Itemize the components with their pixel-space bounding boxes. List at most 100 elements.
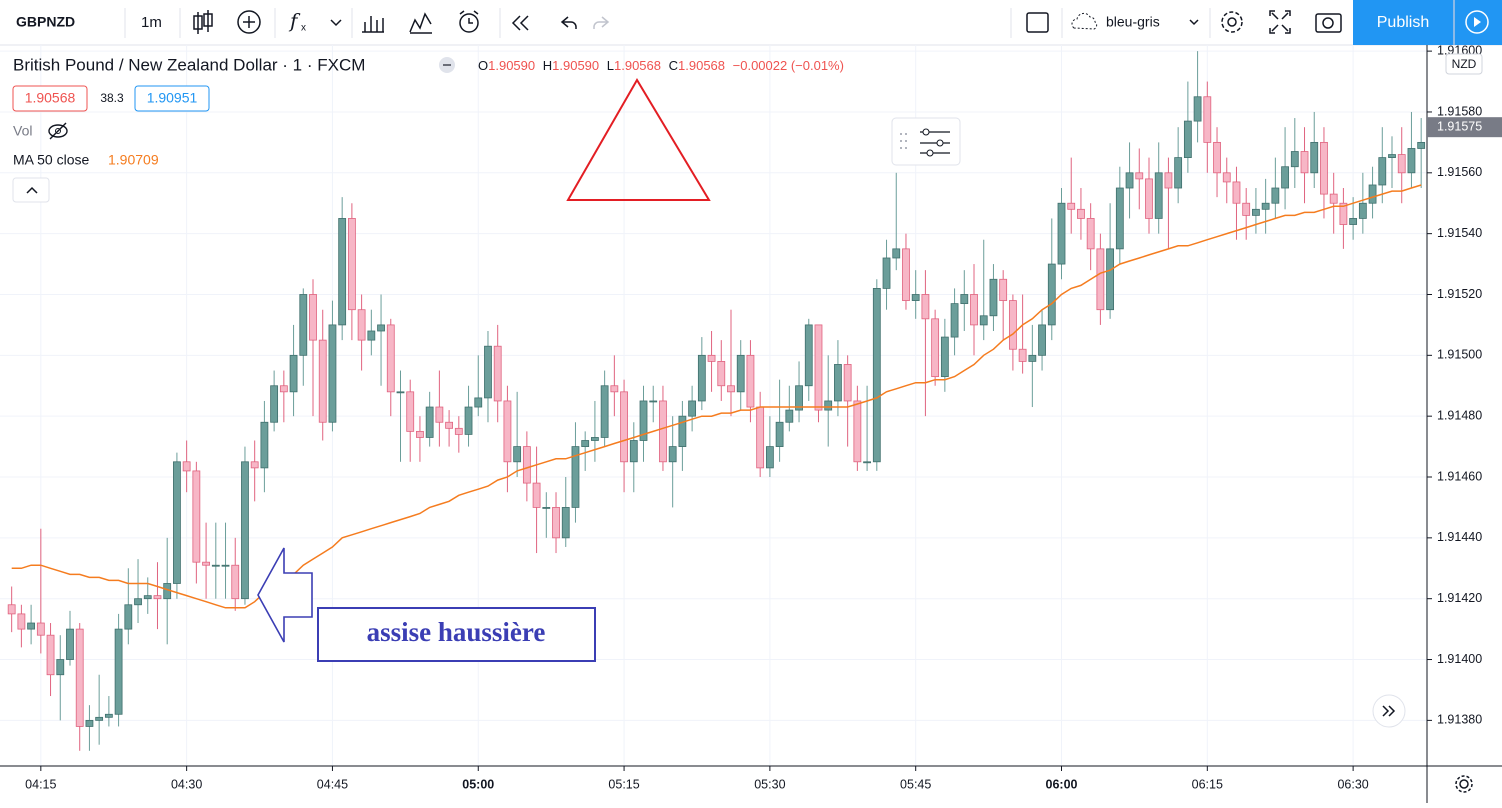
candle-body <box>727 385 735 393</box>
x-tick-label: 06:15 <box>1192 777 1223 791</box>
undo-button[interactable] <box>560 16 577 29</box>
candle-body <box>843 364 852 402</box>
candle-body <box>668 446 677 463</box>
candle-body <box>591 437 599 441</box>
y-tick-label: 1.91460 <box>1437 469 1482 483</box>
publish-label[interactable]: Publish <box>1377 14 1429 31</box>
candle-body <box>1388 154 1396 158</box>
compare-button[interactable] <box>237 10 261 34</box>
candle-body <box>1213 141 1221 174</box>
candle-body <box>1125 172 1134 189</box>
candle-body <box>804 324 813 387</box>
x-tick-label: 05:15 <box>608 777 639 791</box>
candle-body <box>104 713 113 718</box>
candle-body <box>940 336 949 378</box>
candle-body <box>7 604 16 615</box>
candle-body <box>46 634 55 676</box>
scroll-icon <box>1382 705 1396 717</box>
candle-body <box>1281 166 1289 189</box>
candle-style-button[interactable] <box>193 10 213 34</box>
candle-body <box>143 595 152 600</box>
ma-label: MA 50 close <box>13 152 89 168</box>
candle-body <box>620 391 628 463</box>
ohlc-value: 1.90568 <box>678 58 725 73</box>
candle-body <box>153 595 162 600</box>
candle-body <box>697 354 706 402</box>
vol-hidden-icon[interactable] <box>48 122 68 140</box>
sell-price[interactable]: 1.90568 <box>25 90 76 106</box>
candle-body <box>474 397 483 408</box>
candle-body <box>1008 300 1017 350</box>
time-settings-button[interactable] <box>1455 775 1473 793</box>
candle-body <box>1349 218 1358 225</box>
candle-body <box>746 354 755 408</box>
ohlc-label: C <box>669 58 678 73</box>
candle-body <box>1067 202 1076 210</box>
alert-button[interactable] <box>459 10 479 33</box>
templates-button[interactable] <box>362 16 384 33</box>
candle-body <box>1164 172 1173 189</box>
candle-body <box>970 294 978 326</box>
candle-body <box>279 385 288 393</box>
alerts-compare-button[interactable] <box>409 12 432 34</box>
interval[interactable]: 1m <box>141 14 162 31</box>
candle-body <box>396 391 405 394</box>
x-tick-label: 05:30 <box>754 777 785 791</box>
widget-icon <box>936 139 944 147</box>
stream-icon <box>1474 17 1481 27</box>
candle-body <box>1407 148 1416 174</box>
ohlc-label: L <box>607 58 614 73</box>
candle-body <box>1096 248 1105 311</box>
object-tree-widget[interactable] <box>891 117 961 166</box>
settings-button[interactable] <box>1221 11 1243 33</box>
candle-body <box>1261 202 1270 210</box>
candle-body <box>756 406 765 469</box>
triangle-drawing[interactable] <box>566 78 711 201</box>
layout-dropdown[interactable] <box>1189 19 1199 26</box>
sell-button[interactable] <box>12 85 88 112</box>
fullscreen-layout-button[interactable] <box>1026 12 1049 33</box>
candle-body <box>1057 202 1066 265</box>
candle-body <box>561 507 570 539</box>
fullscreen-button[interactable] <box>1269 10 1291 34</box>
ma-line <box>11 184 1422 609</box>
candle-body <box>1183 120 1192 158</box>
candle-body <box>785 409 794 423</box>
candle-body <box>979 315 988 326</box>
snapshot-button[interactable] <box>1315 13 1342 33</box>
layout-name[interactable]: bleu-gris <box>1106 14 1160 30</box>
candle-body <box>406 391 415 432</box>
replay-button[interactable] <box>511 15 529 31</box>
candle-body <box>1145 178 1153 219</box>
candle-body <box>1358 202 1367 219</box>
annotation-box[interactable] <box>317 607 596 662</box>
redo-button[interactable] <box>593 16 610 29</box>
ohlc-value: 1.90590 <box>552 58 599 73</box>
x-tick-label: 06:30 <box>1337 777 1368 791</box>
candle-body <box>717 361 726 387</box>
candle-body <box>872 288 881 463</box>
publish-button[interactable] <box>1353 0 1453 45</box>
candle-body <box>493 345 502 402</box>
candle-body <box>863 461 871 464</box>
candle-body <box>241 461 249 600</box>
candle-body <box>707 354 716 362</box>
candle-body <box>775 421 784 447</box>
candle-body <box>814 324 823 411</box>
cloud-icon[interactable] <box>1071 12 1098 30</box>
candle-body <box>532 482 541 508</box>
buy-price[interactable]: 1.90951 <box>147 90 198 106</box>
candle-body <box>892 248 901 259</box>
last-price-label: 1.91575 <box>1437 119 1482 133</box>
x-tick-label: 06:00 <box>1046 777 1078 791</box>
candle-body <box>386 324 395 393</box>
arrow-drawing[interactable] <box>257 547 313 643</box>
legend-title: British Pound / New Zealand Dollar · 1 ·… <box>13 55 365 74</box>
candle-body <box>950 303 959 338</box>
buy-button[interactable] <box>134 85 210 112</box>
symbol[interactable]: GBPNZD <box>16 14 75 30</box>
candle-body <box>134 598 142 606</box>
candle-body <box>464 406 473 435</box>
